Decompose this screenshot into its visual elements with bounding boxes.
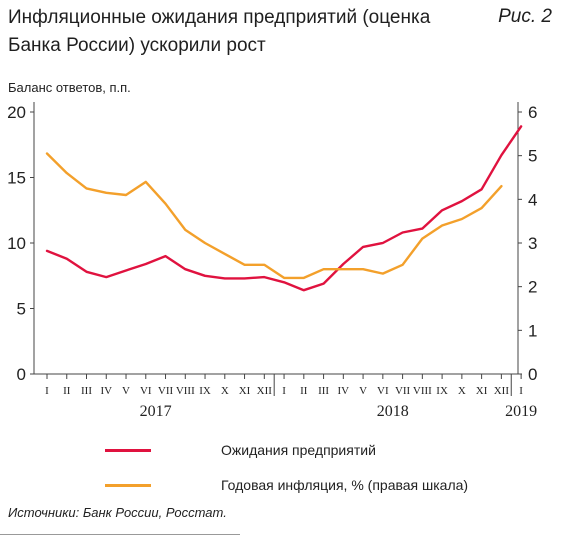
x-tick-label: II — [300, 385, 308, 397]
legend-label-inflation: Годовая инфляция, % (правая шкала) — [221, 477, 469, 493]
x-tick-label: VIII — [176, 385, 195, 397]
x-tick-label: VI — [377, 385, 389, 397]
x-tick-label: VI — [140, 385, 152, 397]
x-year-label: 2018 — [377, 403, 409, 420]
x-tick-label: XII — [257, 385, 273, 397]
x-tick-label: I — [282, 385, 286, 397]
x-tick-label: III — [318, 385, 329, 397]
x-tick-label: VIII — [413, 385, 432, 397]
x-year-label: 2017 — [140, 403, 172, 420]
y-right-tick-label: 0 — [528, 365, 537, 384]
y-left-tick-label: 20 — [7, 103, 26, 122]
source-note: Источники: Банк России, Росстат. — [8, 505, 227, 520]
bottom-divider — [0, 534, 240, 535]
y-axis-unit-label: Баланс ответов, п.п. — [8, 80, 131, 95]
y-right-tick-label: 3 — [528, 234, 537, 253]
legend-item-inflation: Годовая инфляция, % (правая шкала) — [105, 475, 468, 495]
x-tick-label: I — [519, 385, 523, 397]
x-tick-label: V — [122, 385, 130, 397]
x-tick-label: V — [359, 385, 367, 397]
y-right-tick-label: 2 — [528, 278, 537, 297]
y-left-tick-label: 10 — [7, 234, 26, 253]
legend-label-expectations: Ожидания предприятий — [221, 442, 376, 458]
x-tick-label: IX — [436, 385, 448, 397]
chart-title: Инфляционные ожидания предприятий (оценк… — [8, 7, 431, 56]
legend-item-expectations: Ожидания предприятий — [105, 440, 376, 460]
y-right-tick-label: 5 — [528, 147, 537, 166]
series-line-expectations — [45, 125, 523, 292]
y-right-tick-label: 6 — [528, 103, 537, 122]
x-tick-label: VII — [158, 385, 174, 397]
x-tick-label: X — [458, 385, 466, 397]
y-right-tick-label: 1 — [528, 321, 537, 340]
x-tick-label: II — [63, 385, 71, 397]
legend-swatch-inflation — [105, 483, 151, 487]
x-tick-label: IX — [199, 385, 211, 397]
y-left-tick-label: 0 — [17, 365, 26, 384]
x-tick-label: VII — [395, 385, 411, 397]
series-line-inflation — [45, 152, 503, 280]
x-tick-label: X — [221, 385, 229, 397]
x-tick-label: III — [81, 385, 92, 397]
x-tick-label: XII — [494, 385, 510, 397]
y-left-tick-label: 15 — [7, 169, 26, 188]
x-year-label: 2019 — [505, 403, 537, 420]
x-tick-label: XI — [476, 385, 488, 397]
x-tick-label: I — [45, 385, 49, 397]
figure-label: Рис. 2 — [498, 6, 552, 27]
y-right-tick-label: 4 — [528, 190, 537, 209]
x-tick-label: IV — [338, 385, 350, 397]
x-tick-label: IV — [100, 385, 112, 397]
y-left-tick-label: 5 — [17, 300, 26, 319]
x-tick-label: XI — [239, 385, 251, 397]
legend-swatch-expectations — [105, 448, 151, 452]
